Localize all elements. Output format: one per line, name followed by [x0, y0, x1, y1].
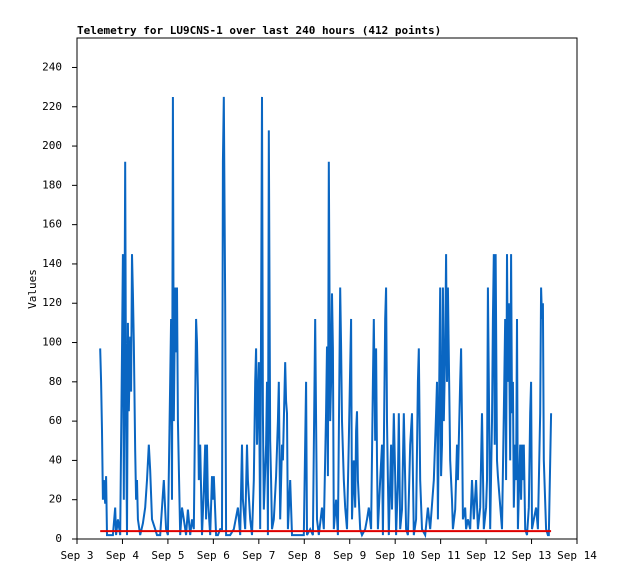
x-tick-label: Sep 3	[60, 549, 93, 562]
x-tick-label: Sep 9	[333, 549, 366, 562]
x-tick-label: Sep 6	[197, 549, 230, 562]
y-tick-label: 0	[55, 532, 62, 545]
y-tick-label: 60	[49, 414, 62, 427]
y-tick-label: 100	[42, 336, 62, 349]
y-tick-label: 20	[49, 493, 62, 506]
y-tick-label: 160	[42, 218, 62, 231]
x-tick-label: Sep 14	[557, 549, 597, 562]
y-tick-label: 120	[42, 296, 62, 309]
x-tick-label: Sep 13	[512, 549, 552, 562]
y-tick-label: 220	[42, 100, 62, 113]
x-tick-label: Sep 10	[375, 549, 415, 562]
y-tick-label: 140	[42, 257, 62, 270]
x-tick-label: Sep 11	[421, 549, 461, 562]
x-tick-label: Sep 4	[106, 549, 139, 562]
y-axis-label: Values	[26, 269, 39, 309]
y-tick-label: 240	[42, 60, 62, 73]
x-tick-label: Sep 12	[466, 549, 506, 562]
y-tick-label: 40	[49, 453, 62, 466]
x-tick-label: Sep 8	[288, 549, 321, 562]
y-tick-label: 200	[42, 139, 62, 152]
y-tick-label: 180	[42, 178, 62, 191]
y-tick-label: 80	[49, 375, 62, 388]
chart-title: Telemetry for LU9CNS-1 over last 240 hou…	[77, 24, 441, 37]
x-tick-label: Sep 5	[151, 549, 184, 562]
series-line	[99, 96, 553, 539]
plot-frame	[76, 37, 578, 540]
x-tick-label: Sep 7	[242, 549, 275, 562]
